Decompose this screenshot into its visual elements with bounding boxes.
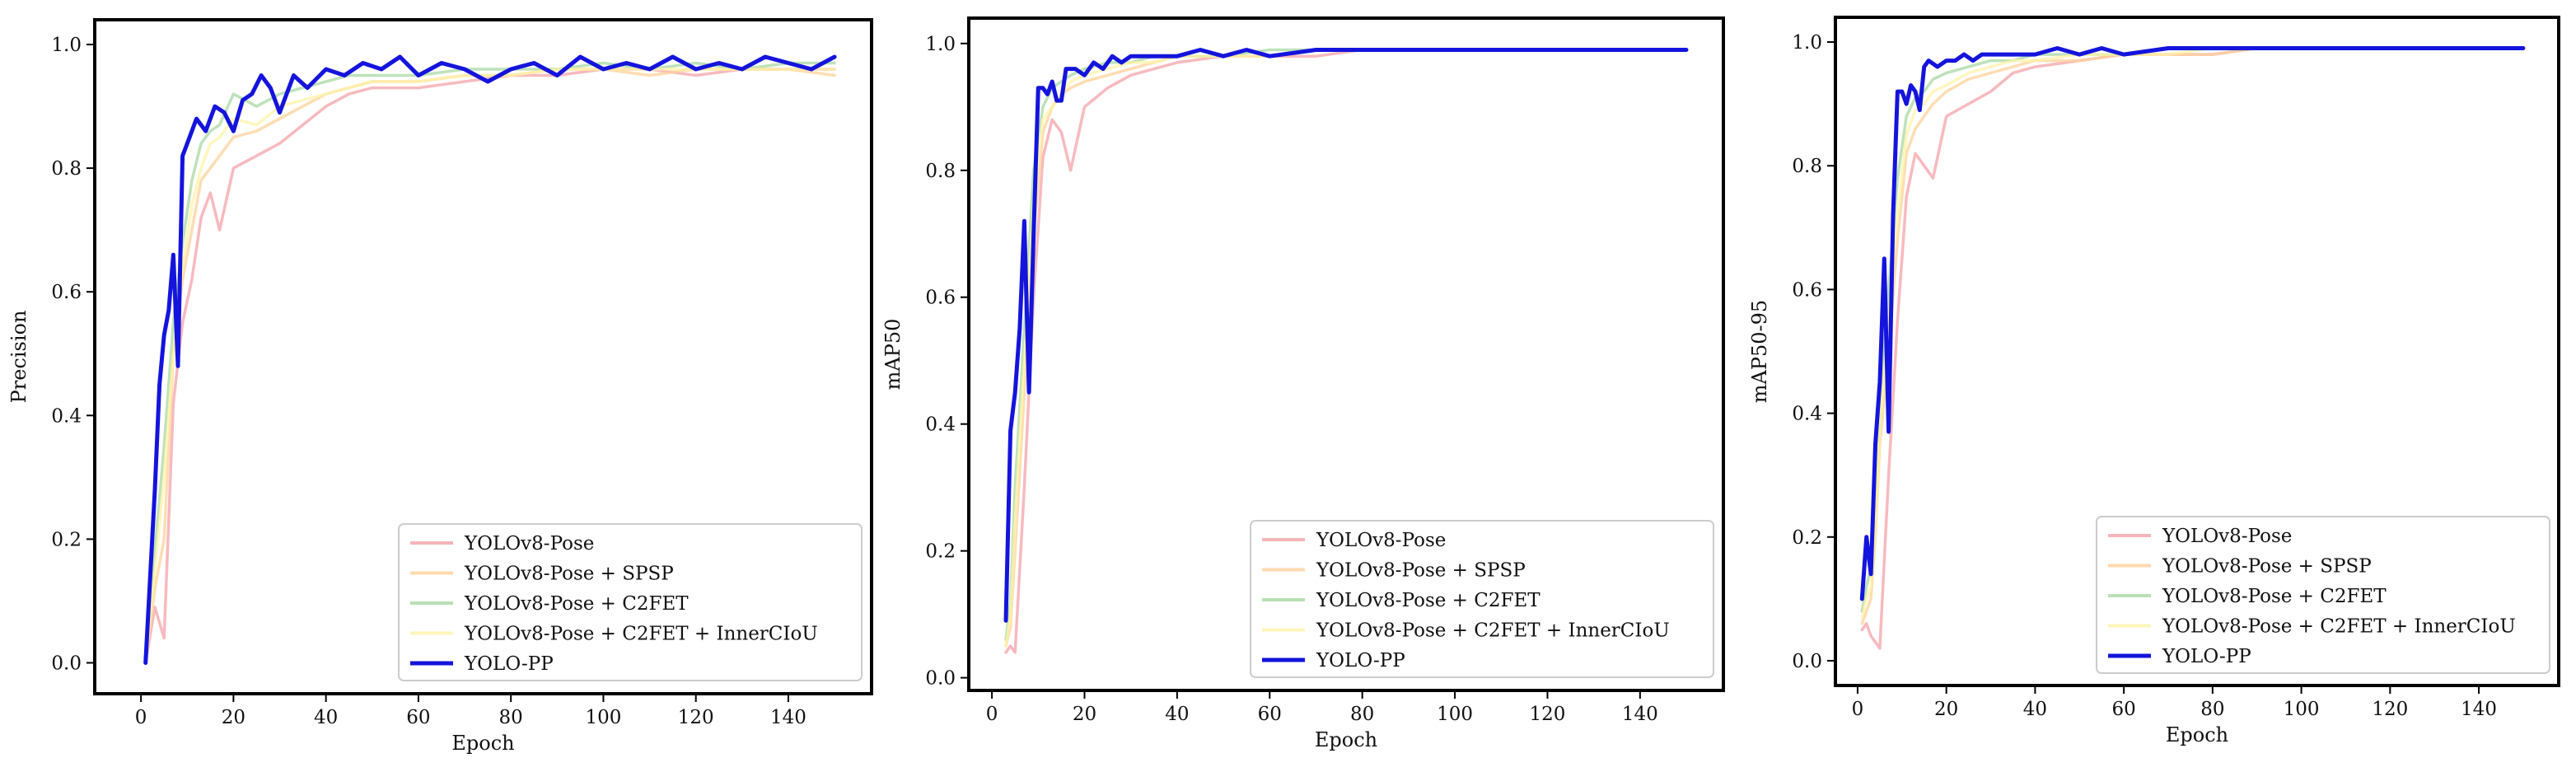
chart-0-legend-label-yolo-pp: YOLO-PP [464, 653, 554, 675]
chart-2-series-line-yolo-pp [1859, 46, 2526, 601]
chart-2-y-axis-label: mAP50-95 [1748, 300, 1771, 403]
chart-2-y-tick-label: 0.8 [1792, 156, 1822, 177]
chart-1-axes-frame [967, 16, 1725, 692]
chart-0-y-tick-label: 0.8 [51, 158, 82, 180]
chart-1-y-tick-label: 1.0 [925, 34, 956, 55]
chart-0-y-axis-label: Precision [7, 311, 30, 404]
chart-2-legend-label-yolo-pp: YOLO-PP [2162, 646, 2251, 667]
chart-0-x-tick-label: 80 [499, 707, 523, 728]
chart-2-x-tick-label: 0 [1852, 699, 1864, 720]
chart-1-x-tick-label: 120 [1530, 704, 1566, 725]
chart-2-x-axis-label: Epoch [2166, 723, 2228, 746]
map50-95-chart: 0 20 40 60 80 100 120 140 0.0 0.2 0.4 0.6 0.8 1.0 Epoc… [1748, 16, 2560, 746]
chart-1-y-axis-label: mAP50 [881, 319, 905, 391]
chart-0-series-line-yolo-pp [143, 54, 837, 665]
chart-1-y-tick-label: 0.2 [925, 541, 956, 563]
chart-0-x-tick-label: 100 [585, 707, 621, 728]
chart-1-x-tick-label: 0 [986, 704, 998, 725]
chart-0-y-tick-label: 0.0 [51, 653, 82, 674]
chart-1-legend: YOLOv8-Pose YOLOv8-Pose + SPSP YOLOv8-Pose… [1250, 520, 1714, 678]
chart-2-legend-label-yolov8-pose: YOLOv8-Pose [2162, 526, 2292, 547]
chart-1-legend-label-yolov8-pose: YOLOv8-Pose [1316, 530, 1446, 551]
chart-2-y-tick-label: 0.4 [1792, 404, 1822, 425]
chart-2-axes-frame [1834, 16, 2560, 687]
chart-2-legend: YOLOv8-Pose YOLOv8-Pose + SPSP YOLOv8-Pose… [2096, 516, 2550, 674]
chart-1-y-tick-label: 0.6 [925, 288, 956, 309]
chart-2-x-tick-label: 140 [2461, 699, 2497, 720]
chart-0-y-tick-label: 0.6 [51, 282, 82, 303]
precision-chart: 0 20 40 60 80 100 120 140 0.0 0.2 0.4 0.6 0.8 1.0 Epoc… [7, 18, 873, 755]
chart-2-x-tick-label: 20 [1934, 699, 1958, 720]
chart-2-y-tick-label: 0.6 [1792, 279, 1822, 301]
chart-2-x-tick-label: 120 [2372, 699, 2408, 720]
chart-1-legend-label-yolov8-pose-spsp: YOLOv8-Pose + SPSP [1316, 560, 1526, 582]
chart-0-series-line-yolov8-pose-spsp [143, 68, 836, 665]
chart-2-y-tick-label: 0.2 [1792, 527, 1822, 549]
chart-1-legend-box [1250, 520, 1714, 678]
chart-0-y-tick-label: 0.4 [51, 405, 82, 427]
chart-1-x-axis-label: Epoch [1315, 728, 1377, 751]
chart-0-x-tick-label: 20 [222, 707, 245, 728]
map50-chart: 0 20 40 60 80 100 120 140 0.0 0.2 0.4 0.6 0.8 1.0 Epoc… [881, 16, 1725, 751]
chart-1-legend-label-yolo-pp: YOLO-PP [1316, 650, 1405, 671]
chart-2-y-tick-label: 0.0 [1792, 651, 1822, 672]
chart-1-legend-label-yolov8-pose-c2fet: YOLOv8-Pose + C2FET [1316, 590, 1540, 611]
chart-0-y-tick-label: 0.2 [51, 529, 82, 550]
chart-2-x-tick-label: 60 [2111, 699, 2135, 720]
chart-1-x-tick-label: 20 [1073, 704, 1096, 725]
chart-2-legend-label-yolov8-pose-c2fet-innerciou: YOLOv8-Pose + C2FET + InnerCIoU [2162, 616, 2516, 638]
chart-0-legend-label-yolov8-pose-spsp: YOLOv8-Pose + SPSP [464, 564, 674, 585]
chart-0-x-tick-label: 140 [770, 707, 806, 728]
chart-2-y-tick-label: 1.0 [1792, 32, 1822, 54]
chart-0-x-tick-label: 120 [678, 707, 714, 728]
chart-1-x-tick-label: 140 [1622, 704, 1658, 725]
chart-0-legend-box [398, 523, 863, 681]
chart-2-x-tick-label: 100 [2284, 699, 2320, 720]
chart-1-series-line-yolo-pp [1003, 48, 1689, 623]
chart-1-x-tick-label: 60 [1258, 704, 1282, 725]
chart-1-y-tick-label: 0.8 [925, 161, 956, 182]
chart-0-x-tick-label: 0 [135, 707, 147, 728]
chart-0-axes-frame [93, 18, 873, 695]
chart-2-x-tick-label: 40 [2023, 699, 2047, 720]
chart-2-legend-label-yolov8-pose-c2fet: YOLOv8-Pose + C2FET [2162, 586, 2387, 607]
chart-1-x-tick-label: 40 [1165, 704, 1189, 725]
chart-0-legend-label-yolov8-pose-c2fet: YOLOv8-Pose + C2FET [464, 593, 689, 615]
chart-0-x-tick-label: 40 [314, 707, 338, 728]
chart-0-legend-label-yolov8-pose-c2fet-innerciou: YOLOv8-Pose + C2FET + InnerCIoU [464, 624, 818, 645]
chart-1-y-tick-label: 0.0 [925, 668, 956, 690]
chart-0-x-axis-label: Epoch [451, 732, 514, 755]
chart-0-legend: YOLOv8-Pose YOLOv8-Pose + SPSP YOLOv8-Pose… [398, 523, 863, 681]
chart-0-legend-label-yolov8-pose: YOLOv8-Pose [464, 533, 594, 554]
chart-2-x-tick-label: 80 [2200, 699, 2224, 720]
chart-1-y-tick-label: 0.4 [925, 414, 956, 436]
chart-1-x-tick-label: 80 [1350, 704, 1374, 725]
chart-0-y-tick-label: 1.0 [51, 35, 82, 56]
chart-1-x-tick-label: 100 [1437, 704, 1473, 725]
chart-1-legend-label-yolov8-pose-c2fet-innerciou: YOLOv8-Pose + C2FET + InnerCIoU [1316, 620, 1670, 642]
chart-2-legend-box [2096, 516, 2550, 674]
chart-0-x-tick-label: 60 [406, 707, 430, 728]
chart-2-legend-label-yolov8-pose-spsp: YOLOv8-Pose + SPSP [2162, 556, 2372, 578]
